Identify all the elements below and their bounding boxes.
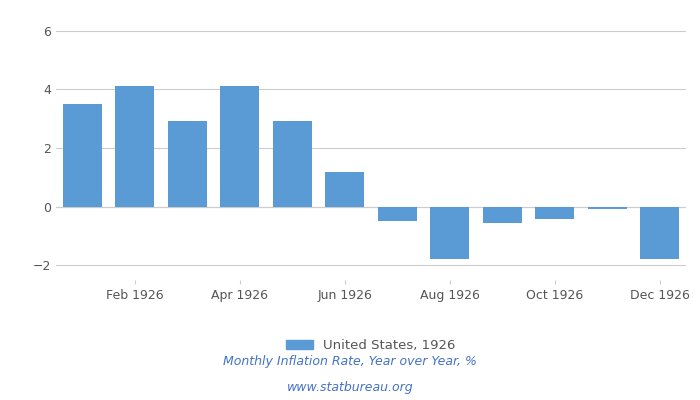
Bar xyxy=(272,121,312,207)
Text: Monthly Inflation Rate, Year over Year, %: Monthly Inflation Rate, Year over Year, … xyxy=(223,356,477,368)
Bar xyxy=(482,207,522,222)
Bar xyxy=(220,86,260,207)
Bar xyxy=(62,104,102,207)
Bar xyxy=(325,172,365,207)
Bar xyxy=(587,207,627,209)
Bar xyxy=(640,207,680,259)
Legend: United States, 1926: United States, 1926 xyxy=(281,334,461,358)
Bar xyxy=(377,207,417,221)
Bar xyxy=(430,207,470,259)
Text: www.statbureau.org: www.statbureau.org xyxy=(287,382,413,394)
Bar xyxy=(535,207,575,219)
Bar xyxy=(115,86,155,207)
Bar xyxy=(167,121,207,207)
